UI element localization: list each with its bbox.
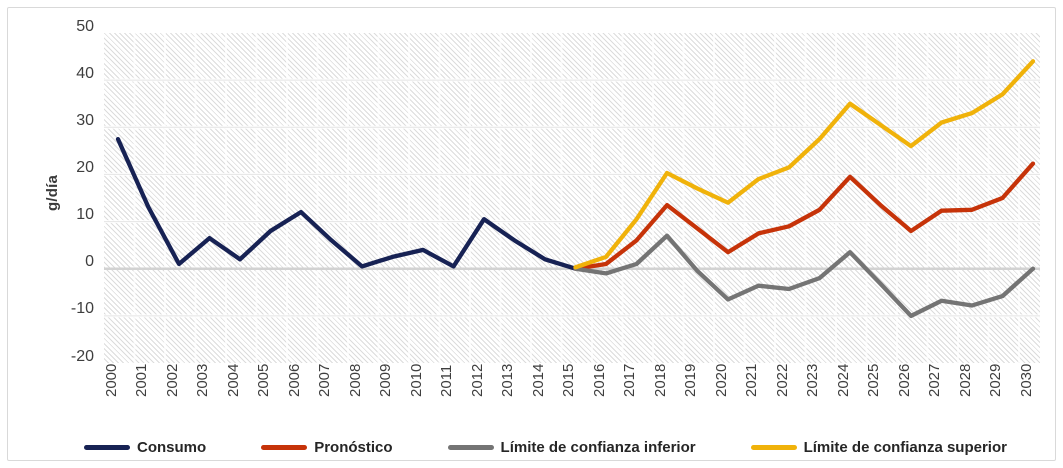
y-tick-label: 20 bbox=[76, 158, 94, 176]
x-tick-label: 2030 bbox=[1017, 363, 1035, 397]
legend-line-swatch bbox=[261, 445, 308, 450]
x-tick-label: 2024 bbox=[834, 363, 852, 397]
x-tick-label: 2010 bbox=[407, 363, 425, 397]
legend-line-swatch bbox=[447, 445, 494, 450]
y-tick-label: 40 bbox=[76, 64, 94, 82]
x-tick-label: 2003 bbox=[194, 363, 211, 397]
y-tick-label: -20 bbox=[70, 347, 94, 365]
plot-area bbox=[104, 33, 1040, 363]
plot-canvas bbox=[104, 33, 1040, 363]
x-tick-label: 2002 bbox=[163, 363, 181, 397]
x-tick-label: 2017 bbox=[621, 363, 638, 397]
legend-item-pron-stico: Pronóstico bbox=[261, 439, 393, 456]
x-tick-label: 2007 bbox=[316, 363, 333, 397]
series-line-consumo bbox=[115, 136, 578, 271]
legend-label: Límite de confianza superior bbox=[803, 439, 1007, 456]
x-tick-label: 2013 bbox=[499, 363, 516, 397]
y-tick-label: 0 bbox=[85, 253, 94, 271]
y-tick-label: 10 bbox=[76, 206, 94, 224]
x-tick-label: 2019 bbox=[682, 363, 699, 397]
x-tick-label: 2011 bbox=[438, 364, 455, 397]
legend: Consumo Pronóstico Límite de confianza inf… bbox=[84, 439, 1007, 456]
y-tick-label: 50 bbox=[76, 17, 94, 35]
x-tick-label: 2027 bbox=[926, 363, 943, 397]
x-tick-label: 2000 bbox=[102, 363, 120, 397]
x-tick-label: 2005 bbox=[255, 363, 272, 397]
x-tick-label: 2015 bbox=[560, 363, 577, 397]
legend-line-swatch bbox=[750, 445, 797, 450]
legend-item-l-mite-de-confianza-superior: Límite de confianza superior bbox=[750, 439, 1007, 456]
y-tick-label: -10 bbox=[70, 300, 94, 318]
chart-frame: g/día 50 40 30 20 10 0 -10 -20 2000 2001 2002 2003… bbox=[7, 7, 1056, 461]
x-tick-label: 2001 bbox=[133, 363, 150, 397]
x-tick-label: 2012 bbox=[468, 363, 486, 397]
legend-label: Límite de confianza inferior bbox=[500, 439, 696, 456]
x-tick-label: 2028 bbox=[956, 363, 974, 397]
y-tick-label: 30 bbox=[76, 111, 94, 129]
x-tick-label: 2009 bbox=[377, 363, 394, 397]
x-tick-label: 2026 bbox=[895, 363, 913, 397]
x-tick-label: 2021 bbox=[743, 363, 760, 397]
legend-line-swatch bbox=[84, 445, 130, 450]
x-tick-label: 2023 bbox=[804, 363, 821, 397]
legend-item-l-mite-de-confianza-inferior: Límite de confianza inferior bbox=[447, 439, 696, 456]
series-line-l-mite-de-confianza-inferior bbox=[573, 233, 1036, 319]
x-tick-label: 2022 bbox=[773, 363, 791, 397]
legend-item-consumo: Consumo bbox=[84, 439, 206, 456]
series-line-pron-stico bbox=[573, 161, 1036, 271]
legend-label: Consumo bbox=[137, 439, 207, 456]
x-tick-label: 2014 bbox=[529, 363, 547, 397]
x-tick-label: 2029 bbox=[987, 363, 1004, 397]
x-tick-label: 2008 bbox=[346, 363, 364, 397]
x-tick-label: 2016 bbox=[590, 363, 608, 397]
x-tick-label: 2020 bbox=[712, 363, 730, 397]
legend-label: Pronóstico bbox=[314, 439, 393, 456]
x-tick-label: 2025 bbox=[865, 363, 882, 397]
x-tick-label: 2018 bbox=[651, 363, 669, 397]
x-tick-label: 2004 bbox=[224, 363, 242, 397]
series-line-l-mite-de-confianza-superior bbox=[573, 59, 1036, 270]
x-tick-label: 2006 bbox=[285, 363, 303, 397]
